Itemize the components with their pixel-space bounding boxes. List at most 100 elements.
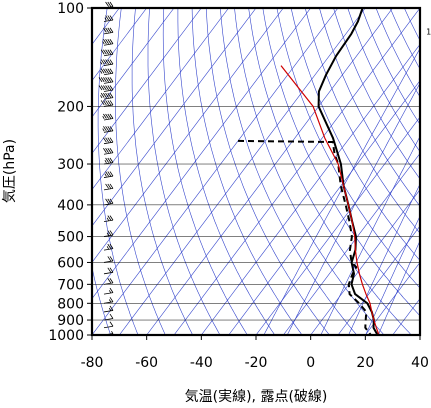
wind-barb bbox=[103, 287, 114, 295]
dry-adiabat-line bbox=[347, 8, 420, 153]
wind-barb bbox=[103, 147, 114, 155]
y-tick-label: 600 bbox=[57, 255, 84, 271]
x-tick-label: 20 bbox=[356, 355, 374, 371]
dry-adiabat-line bbox=[319, 8, 420, 207]
dry-adiabat-line bbox=[304, 8, 420, 234]
isotherm-line bbox=[119, 8, 366, 335]
dry-adiabat-line bbox=[115, 8, 166, 335]
isotherm-line bbox=[92, 8, 229, 191]
wind-barb bbox=[103, 215, 114, 222]
y-tick-label: 1000 bbox=[48, 328, 84, 344]
wind-barb bbox=[102, 113, 114, 121]
dry-adiabat-line bbox=[191, 8, 303, 335]
y-tick-label: 800 bbox=[57, 296, 84, 312]
wind-barb bbox=[100, 92, 114, 100]
y-tick-label: 700 bbox=[57, 277, 84, 293]
wind-barb bbox=[102, 39, 114, 46]
dry-adiabat-line bbox=[404, 8, 420, 42]
y-tick-label: 100 bbox=[57, 1, 84, 17]
mixing-ratio-line bbox=[365, 215, 420, 335]
profile-lines bbox=[237, 8, 380, 335]
x-tick-label: -60 bbox=[135, 355, 158, 371]
isotherm-line bbox=[255, 116, 420, 335]
dewpoint-line bbox=[237, 139, 372, 335]
x-tick-label: -40 bbox=[190, 355, 213, 371]
wind-barb bbox=[98, 77, 114, 84]
wind-barb bbox=[103, 305, 114, 313]
wind-barb bbox=[100, 68, 114, 76]
isotherm-line bbox=[228, 80, 420, 335]
wind-barb bbox=[103, 230, 114, 237]
wind-barb bbox=[103, 267, 114, 275]
y-tick-label: 300 bbox=[57, 157, 84, 173]
y-tick-label: 500 bbox=[57, 230, 84, 246]
wind-barbs bbox=[98, 1, 114, 336]
dry-adiabat-line bbox=[162, 8, 248, 335]
dry-adiabat-line bbox=[234, 8, 385, 335]
wind-barb bbox=[103, 15, 114, 22]
dry-adiabat-line bbox=[131, 8, 193, 335]
isotherm-line bbox=[92, 8, 175, 118]
isotherm-line bbox=[92, 8, 284, 263]
isotherm-line bbox=[201, 43, 420, 335]
mixing-ratio-labels: 15101520g bbox=[426, 28, 431, 37]
parcel-line bbox=[280, 65, 380, 335]
x-tick-label: -20 bbox=[245, 355, 268, 371]
dry-adiabat-line bbox=[262, 8, 420, 317]
y-tick-label: 400 bbox=[57, 198, 84, 214]
wind-barb bbox=[103, 243, 114, 251]
wind-barb bbox=[100, 49, 114, 57]
mixing-ratio-line bbox=[348, 183, 420, 335]
wind-barb bbox=[103, 297, 114, 304]
isotherm-line bbox=[392, 298, 420, 335]
isotherm-line bbox=[146, 8, 393, 335]
dry-adiabat-line bbox=[333, 8, 420, 180]
isotherm-line bbox=[92, 8, 202, 154]
isotherm-line bbox=[365, 261, 420, 335]
dry-adiabat-line bbox=[375, 8, 420, 98]
isotherm-line bbox=[92, 8, 339, 335]
x-tick-label: -80 bbox=[81, 355, 104, 371]
dry-adiabat-line bbox=[290, 8, 420, 262]
dry-adiabat-line bbox=[276, 8, 420, 289]
isotherm-line bbox=[92, 8, 311, 300]
dry-adiabat-line bbox=[220, 8, 357, 335]
isotherm-line bbox=[419, 334, 420, 335]
y-tick-label: 900 bbox=[57, 313, 84, 329]
x-axis-ticks: -80 -60 -40 -20 0 20 40 bbox=[81, 335, 429, 371]
dry-adiabat-line bbox=[248, 8, 412, 335]
mixing-ratio-label: 1 bbox=[426, 28, 431, 37]
dry-adiabat-line bbox=[205, 8, 330, 335]
wind-barb bbox=[103, 313, 114, 321]
dry-adiabat-line bbox=[92, 8, 111, 335]
wind-barb bbox=[103, 256, 114, 263]
wind-barb bbox=[102, 126, 114, 133]
x-tick-label: 0 bbox=[306, 355, 315, 371]
wind-barb bbox=[103, 27, 114, 35]
isotherm-line bbox=[283, 152, 420, 335]
wind-barb bbox=[100, 59, 114, 66]
isotherm-line bbox=[337, 225, 420, 335]
wind-barb bbox=[103, 183, 114, 191]
mixing-ratio-line bbox=[263, 47, 420, 335]
wind-barb bbox=[103, 171, 114, 178]
dry-adiabat-line bbox=[147, 8, 221, 335]
y-tick-label: 200 bbox=[57, 99, 84, 115]
wind-barb bbox=[103, 157, 114, 165]
mixing-ratio-line bbox=[286, 82, 420, 335]
wind-barb bbox=[103, 321, 114, 329]
mixing-ratio-line bbox=[377, 240, 420, 335]
wind-barb bbox=[103, 198, 114, 206]
wind-barb bbox=[100, 100, 114, 107]
plot-frame bbox=[90, 6, 422, 337]
wind-barb bbox=[98, 85, 114, 92]
dry-adiabat-line bbox=[177, 8, 275, 335]
x-tick-label: 40 bbox=[411, 355, 429, 371]
isotherm-line bbox=[92, 8, 257, 227]
wind-barb bbox=[103, 278, 114, 285]
y-axis-label: 気圧(hPa) bbox=[2, 139, 18, 203]
x-axis-label: 気温(実線), 露点(破線) bbox=[185, 389, 328, 405]
